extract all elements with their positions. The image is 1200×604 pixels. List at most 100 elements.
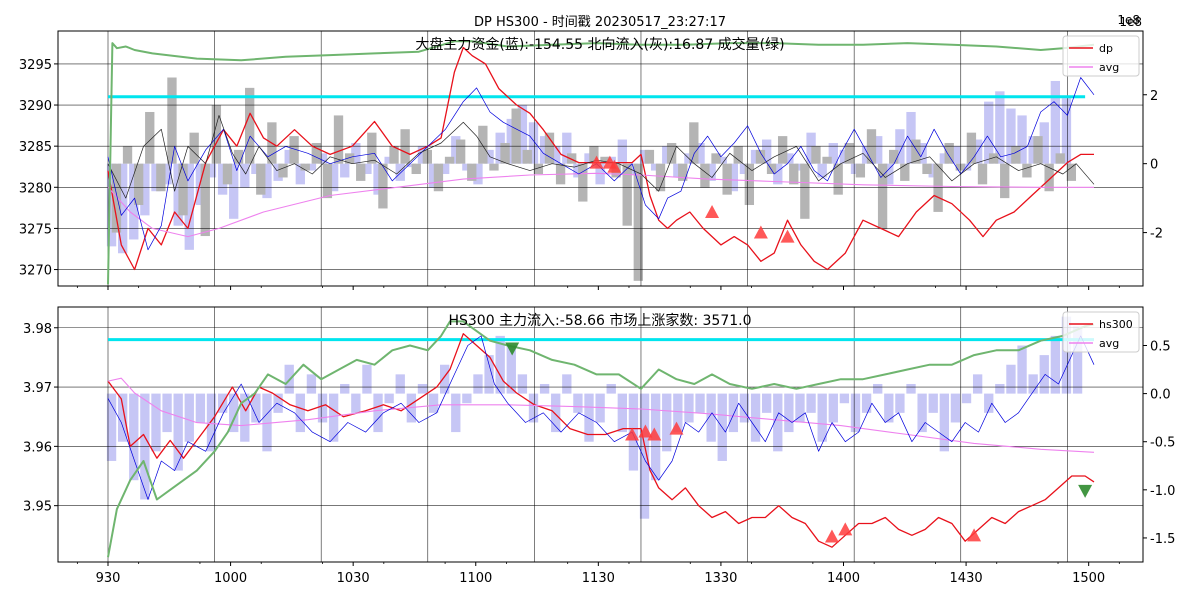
blue-flow-bar bbox=[162, 163, 172, 185]
blue-flow-bar bbox=[673, 393, 683, 433]
blue-flow-bar bbox=[417, 383, 428, 394]
northbound-bar bbox=[800, 163, 810, 219]
blue-flow-bar bbox=[551, 146, 561, 164]
blue-flow-bar bbox=[617, 139, 627, 164]
blue-flow-bar bbox=[639, 149, 650, 164]
northbound-bar bbox=[567, 153, 577, 164]
blue-flow-bar bbox=[517, 105, 528, 164]
blue-flow-bar bbox=[395, 163, 405, 181]
northbound-bar bbox=[1022, 163, 1032, 178]
blue-flow-bar bbox=[762, 139, 772, 164]
northbound-bar bbox=[733, 146, 743, 164]
northbound-bar bbox=[1000, 163, 1010, 199]
series-line-violet bbox=[107, 172, 1094, 238]
blue-flow-bar bbox=[806, 132, 816, 164]
blue-flow-bar bbox=[406, 163, 417, 168]
blue-flow-bar bbox=[528, 122, 539, 164]
blue-flow-bar bbox=[117, 163, 128, 254]
x-tick-label: 1400 bbox=[827, 571, 860, 586]
blue-flow-bar bbox=[1061, 98, 1072, 164]
sell-marker-down-triangle bbox=[505, 342, 520, 356]
x-tick-label: 1430 bbox=[950, 571, 983, 586]
blue-flow-bar bbox=[262, 163, 272, 199]
northbound-bar bbox=[478, 125, 488, 164]
y-left-tick-label: 3.96 bbox=[23, 440, 52, 455]
blue-flow-bar bbox=[1072, 326, 1083, 394]
blue-flow-bar bbox=[362, 163, 372, 175]
legend-label: avg bbox=[1099, 337, 1119, 350]
northbound-bar bbox=[500, 142, 510, 164]
blue-flow-bar bbox=[562, 132, 572, 164]
blue-flow-bar bbox=[428, 393, 439, 413]
northbound-bar bbox=[356, 163, 366, 181]
blue-flow-bar bbox=[950, 393, 961, 423]
northbound-bar bbox=[822, 156, 832, 164]
blue-flow-bar bbox=[473, 163, 483, 185]
y-left-tick-label: 3.95 bbox=[23, 500, 52, 515]
northbound-bar bbox=[300, 163, 310, 171]
blue-flow-bar bbox=[717, 156, 727, 164]
blue-flow-bar bbox=[106, 393, 117, 461]
northbound-bar bbox=[367, 132, 377, 164]
northbound-bar bbox=[933, 163, 943, 212]
northbound-bar bbox=[722, 163, 732, 195]
y-left-tick-label: 3.97 bbox=[23, 381, 52, 396]
y-left-tick-label: 3295 bbox=[19, 58, 52, 73]
northbound-bar bbox=[444, 156, 455, 164]
northbound-bar bbox=[633, 163, 643, 281]
northbound-bar bbox=[189, 132, 199, 164]
blue-flow-bar bbox=[129, 393, 139, 481]
northbound-bar bbox=[689, 122, 699, 164]
blue-flow-bar bbox=[650, 163, 661, 171]
blue-flow-bar bbox=[917, 393, 927, 433]
corner-scale-label: 1e8 bbox=[1119, 15, 1142, 29]
blue-flow-bar bbox=[795, 163, 805, 171]
northbound-bar bbox=[811, 146, 821, 164]
panel-frame bbox=[57, 306, 1144, 563]
blue-flow-bar bbox=[806, 393, 816, 413]
plot-area bbox=[58, 307, 1143, 562]
blue-flow-bar bbox=[695, 142, 705, 164]
northbound-bar bbox=[222, 163, 233, 185]
blue-flow-bar bbox=[217, 163, 228, 195]
blue-flow-bar bbox=[295, 393, 305, 433]
blue-flow-bar bbox=[173, 163, 183, 226]
blue-flow-bar bbox=[495, 132, 505, 164]
northbound-bar bbox=[178, 163, 188, 216]
series-line-blue bbox=[107, 77, 1095, 251]
blue-flow-bar bbox=[317, 153, 328, 164]
blue-flow-bar bbox=[850, 163, 861, 175]
bottom-panel: 3.95 3.96 3.97 3.98 -1.5 -1.0 -0.5 0.0 0.5 930 100… bbox=[23, 306, 1175, 586]
blue-flow-bar bbox=[1017, 115, 1027, 164]
northbound-bar bbox=[988, 153, 999, 164]
northbound-bar bbox=[278, 163, 288, 178]
northbound-bar bbox=[900, 163, 910, 181]
northbound-bar bbox=[889, 149, 899, 164]
blue-flow-bar bbox=[984, 101, 994, 164]
blue-flow-bar bbox=[928, 163, 938, 178]
northbound-bar bbox=[844, 142, 854, 164]
northbound-bar bbox=[911, 139, 921, 164]
blue-flow-bar bbox=[229, 163, 239, 219]
figure-title: DP HS300 - 时间戳 20230517_23:27:17 bbox=[474, 15, 726, 30]
buy-marker-up-triangle bbox=[967, 528, 982, 542]
blue-flow-bar bbox=[750, 149, 761, 164]
blue-flow-bar bbox=[673, 163, 683, 178]
blue-flow-bar bbox=[1006, 108, 1016, 164]
blue-flow-bar bbox=[906, 111, 916, 164]
blue-flow-bar bbox=[728, 393, 739, 433]
northbound-bar bbox=[200, 163, 210, 237]
blue-flow-bar bbox=[773, 393, 783, 452]
series-line-red bbox=[107, 333, 1095, 548]
blue-flow-bar bbox=[939, 393, 949, 452]
blue-flow-bar bbox=[828, 142, 838, 164]
sell-marker-down-triangle bbox=[1078, 484, 1093, 498]
blue-flow-bar bbox=[451, 136, 461, 164]
blue-flow-bar bbox=[439, 364, 450, 394]
northbound-bar bbox=[111, 163, 122, 233]
series-line-green bbox=[107, 40, 1095, 285]
northbound-bar bbox=[589, 146, 599, 164]
northbound-bar bbox=[378, 163, 388, 209]
buy-marker-up-triangle bbox=[647, 427, 662, 441]
northbound-bar bbox=[389, 146, 399, 164]
